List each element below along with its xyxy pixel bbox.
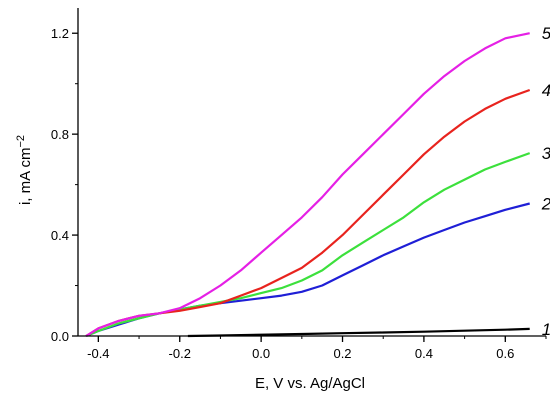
curves-group (85, 32, 531, 338)
x-tick-label: 0.6 (496, 346, 514, 361)
x-tick-label: 0.0 (252, 346, 270, 361)
series-line-5 (85, 32, 530, 337)
series-label-3: 3 (542, 144, 550, 163)
y-tick-label: 0.0 (51, 329, 69, 344)
y-tick-label: 1.2 (51, 26, 69, 41)
x-tick-label: -0.4 (87, 346, 109, 361)
x-tick-label: 0.4 (415, 346, 433, 361)
x-tick-label: -0.2 (169, 346, 191, 361)
y-axis-label-superscript: −2 (15, 135, 27, 148)
axes-group: -0.4 -0.2 0.0 0.2 0.4 0.6 0.0 0.4 0.8 1.2 (51, 8, 547, 361)
y-tick-label: 0.4 (51, 228, 69, 243)
series-line-4 (85, 88, 531, 337)
series-label-5: 5 (542, 24, 550, 43)
x-axis-label: E, V vs. Ag/AgCl (255, 375, 365, 392)
y-tick-label: 0.8 (51, 127, 69, 142)
series-line-1 (187, 327, 530, 338)
series-line-2 (85, 202, 530, 338)
series-line-3 (85, 152, 531, 338)
series-label-1: 1 (542, 320, 550, 339)
x-tick-label: 0.2 (333, 346, 351, 361)
series-label-2: 2 (541, 195, 550, 214)
y-axis-label-main: i, mA cm (17, 148, 34, 206)
y-axis-label: i, mA cm−2 (15, 135, 34, 205)
series-label-4: 4 (542, 81, 550, 100)
labels-group: 1 2 3 4 5 (541, 24, 550, 339)
